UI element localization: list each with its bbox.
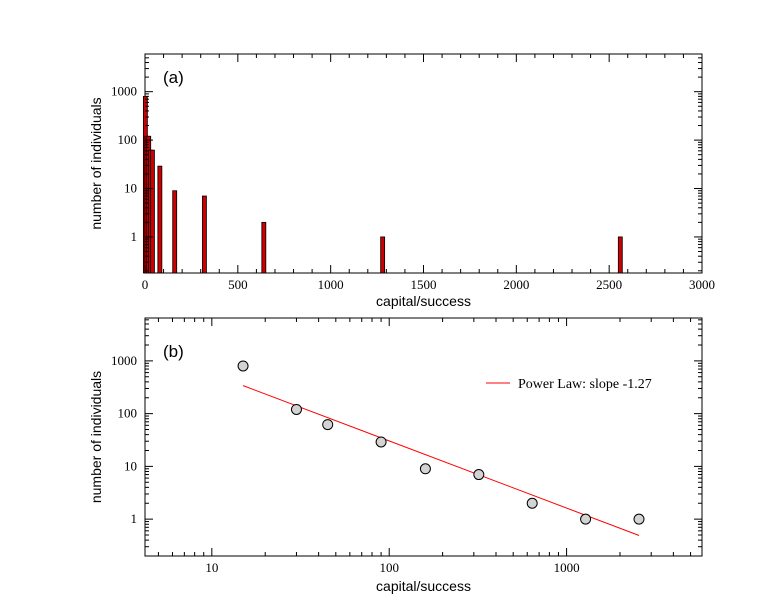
- panel-b-x-tick-label: 1000: [554, 560, 580, 575]
- panel-b-data-point: [375, 436, 387, 448]
- panel-a-x-tick-label: 1500: [411, 277, 437, 292]
- panel-b-frame: [144, 317, 703, 557]
- panel-b-y-tick-label: 100: [118, 406, 138, 421]
- panel-b-ticks: 10 100 1000 1 10 100 1000: [111, 318, 702, 575]
- panel-a-x-tick-label: 3000: [689, 277, 715, 292]
- panel-a-x-tick-label: 2500: [596, 277, 622, 292]
- panel-a-x-tick-label: 1000: [318, 277, 344, 292]
- panel-b-y-tick-label: 1: [131, 511, 138, 526]
- panel-a-bar: [380, 236, 386, 274]
- panel-a-x-tick-label: 2000: [503, 277, 529, 292]
- panel-b-points: [237, 360, 645, 525]
- panel-b-data-point: [473, 469, 485, 481]
- panel-a-y-tick-label: 1: [131, 229, 138, 244]
- panel-a-bar: [202, 195, 207, 274]
- panel-a-y-tick-label: 100: [118, 132, 138, 147]
- panel-a-bar: [157, 165, 163, 274]
- panel-b-data-point: [237, 360, 249, 372]
- panel-a-bars: [142, 95, 623, 274]
- panel-b: 10 100 1000 1 10 100 1000 (b) Power Law: slope…: [88, 317, 703, 594]
- panel-a-y-tick-label: 1000: [111, 84, 137, 99]
- panel-a-ticks: 0 500 1000 1500 2000 2500 3000 1 10 100 1000: [111, 53, 715, 292]
- power-law-fit-line: [242, 385, 640, 536]
- panel-a-bar: [172, 190, 178, 274]
- panel-b-y-axis-label: number of individuals: [88, 371, 104, 503]
- panel-a: 0 500 1000 1500 2000 2500 3000 1 10 100 1000 (a) c…: [88, 53, 715, 309]
- panel-b-label: (b): [163, 342, 184, 361]
- panel-b-data-point: [419, 463, 431, 475]
- panel-b-data-point: [526, 497, 538, 509]
- legend-label: Power Law: slope -1.27: [518, 377, 652, 392]
- panel-a-x-tick-label: 500: [228, 277, 248, 292]
- panel-b-y-tick-label: 1000: [111, 353, 137, 368]
- panel-a-bar: [150, 149, 155, 274]
- panel-a-y-tick-label: 10: [124, 181, 137, 196]
- panel-b-data-point: [633, 513, 645, 525]
- panel-b-data-point: [290, 403, 302, 415]
- panel-a-bar: [617, 236, 623, 274]
- panel-b-x-tick-label: 10: [205, 560, 218, 575]
- panel-a-y-axis-label: number of individuals: [88, 97, 104, 229]
- panel-b-x-tick-label: 100: [379, 560, 399, 575]
- panel-b-x-axis-label: capital/success: [376, 578, 471, 594]
- panel-b-y-tick-label: 10: [124, 458, 137, 473]
- panel-a-x-tick-label: 0: [142, 277, 149, 292]
- panel-a-label: (a): [163, 68, 184, 87]
- panel-a-bar: [261, 221, 267, 274]
- panel-b-data-point: [580, 513, 592, 525]
- panel-b-data-point: [322, 419, 334, 431]
- panel-a-x-axis-label: capital/success: [376, 293, 471, 309]
